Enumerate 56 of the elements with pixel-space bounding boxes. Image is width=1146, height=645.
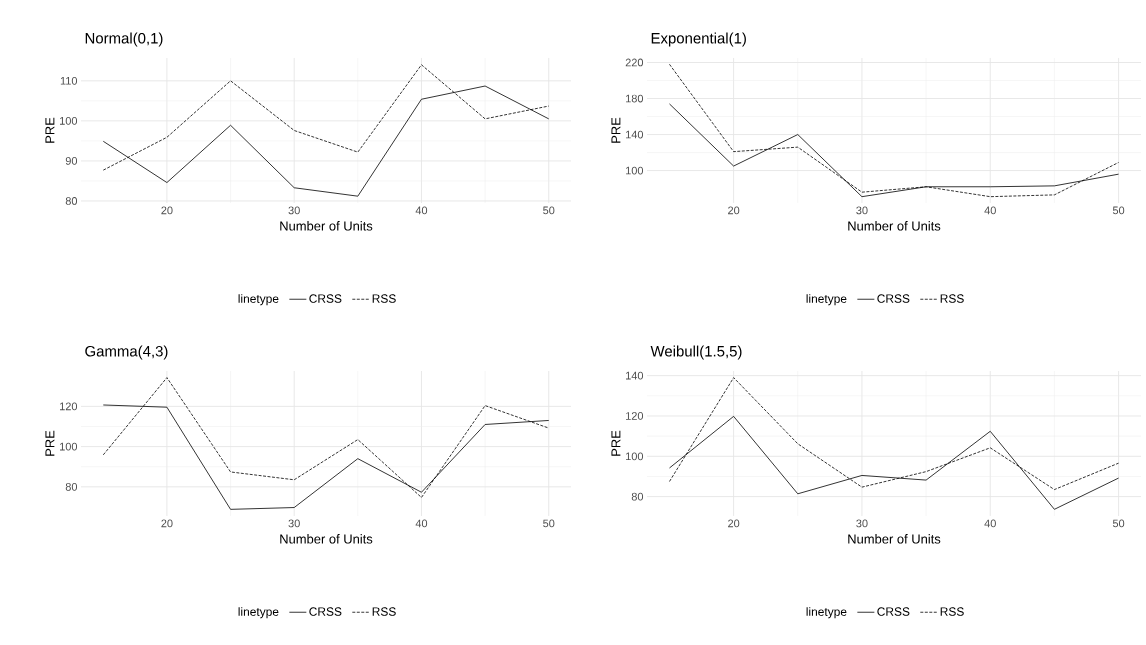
line-series — [669, 63, 1119, 198]
x-tick-label: 30 — [856, 519, 868, 528]
x-axis-title: Number of Units — [280, 534, 373, 544]
x-tick-label: 30 — [288, 519, 300, 528]
legend-label: CRSS — [877, 294, 910, 303]
y-tick-label: 100 — [626, 166, 644, 175]
x-tick-label: 40 — [984, 519, 996, 528]
x-tick-label: 50 — [543, 519, 555, 528]
x-tick-label: 30 — [288, 206, 300, 215]
y-tick-label: 80 — [65, 482, 78, 491]
chart-title: Weibull(1.5,5) — [650, 345, 742, 360]
y-tick-label: 120 — [626, 412, 644, 420]
x-tick-label: 40 — [984, 206, 996, 215]
x-tick-label: 20 — [161, 206, 173, 215]
x-tick-label: 20 — [728, 519, 740, 528]
x-tick-label: 40 — [415, 519, 428, 528]
y-tick-label: 80 — [631, 492, 644, 501]
y-tick-label: 140 — [626, 371, 644, 380]
y-tick-label: 110 — [60, 76, 78, 85]
y-tick-label: 140 — [626, 130, 644, 139]
x-tick-label: 50 — [1112, 519, 1125, 528]
x-axis-title: Number of Units — [280, 221, 373, 231]
legend-title: linetype — [238, 294, 279, 306]
y-axis-title: PRE — [611, 117, 621, 143]
legend-title: linetype — [806, 607, 847, 619]
legend-label: CRSS — [877, 607, 910, 616]
y-axis-title: PRE — [611, 430, 621, 456]
y-tick-label: 100 — [60, 442, 78, 451]
x-axis-title: Number of Units — [848, 221, 941, 231]
legend-label: RSS — [372, 607, 396, 616]
y-tick-label: 220 — [625, 58, 644, 67]
chart-title: Normal(0,1) — [85, 32, 163, 47]
y-tick-label: 80 — [65, 197, 78, 205]
y-tick-label: 180 — [626, 94, 644, 103]
legend-label: RSS — [940, 607, 964, 616]
legend-title: linetype — [238, 607, 279, 619]
legend-label: RSS — [372, 294, 396, 303]
legend-label: CRSS — [309, 607, 342, 616]
chart-title: Exponential(1) — [651, 32, 746, 47]
x-tick-label: 20 — [161, 519, 173, 528]
y-axis-title: PRE — [45, 430, 55, 456]
x-tick-label: 20 — [728, 206, 740, 215]
x-tick-label: 30 — [856, 206, 868, 215]
x-tick-label: 40 — [415, 206, 428, 215]
y-axis-title: PRE — [45, 117, 55, 143]
legend-label: RSS — [940, 294, 964, 303]
y-tick-label: 100 — [626, 452, 644, 461]
x-tick-label: 50 — [543, 206, 555, 215]
y-tick-label: 120 — [60, 402, 78, 411]
y-tick-label: 90 — [65, 157, 78, 165]
x-axis-title: Number of Units — [848, 534, 941, 544]
legend-title: linetype — [806, 294, 847, 306]
y-tick-label: 100 — [60, 117, 78, 125]
x-tick-label: 50 — [1112, 206, 1125, 215]
legend-label: CRSS — [309, 294, 342, 303]
chart-title: Gamma(4,3) — [85, 345, 168, 360]
